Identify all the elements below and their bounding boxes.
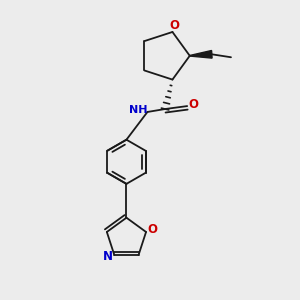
- Text: O: O: [169, 19, 179, 32]
- Text: N: N: [103, 250, 113, 263]
- Polygon shape: [190, 50, 212, 58]
- Text: O: O: [188, 98, 198, 111]
- Text: O: O: [148, 223, 158, 236]
- Text: NH: NH: [129, 106, 148, 116]
